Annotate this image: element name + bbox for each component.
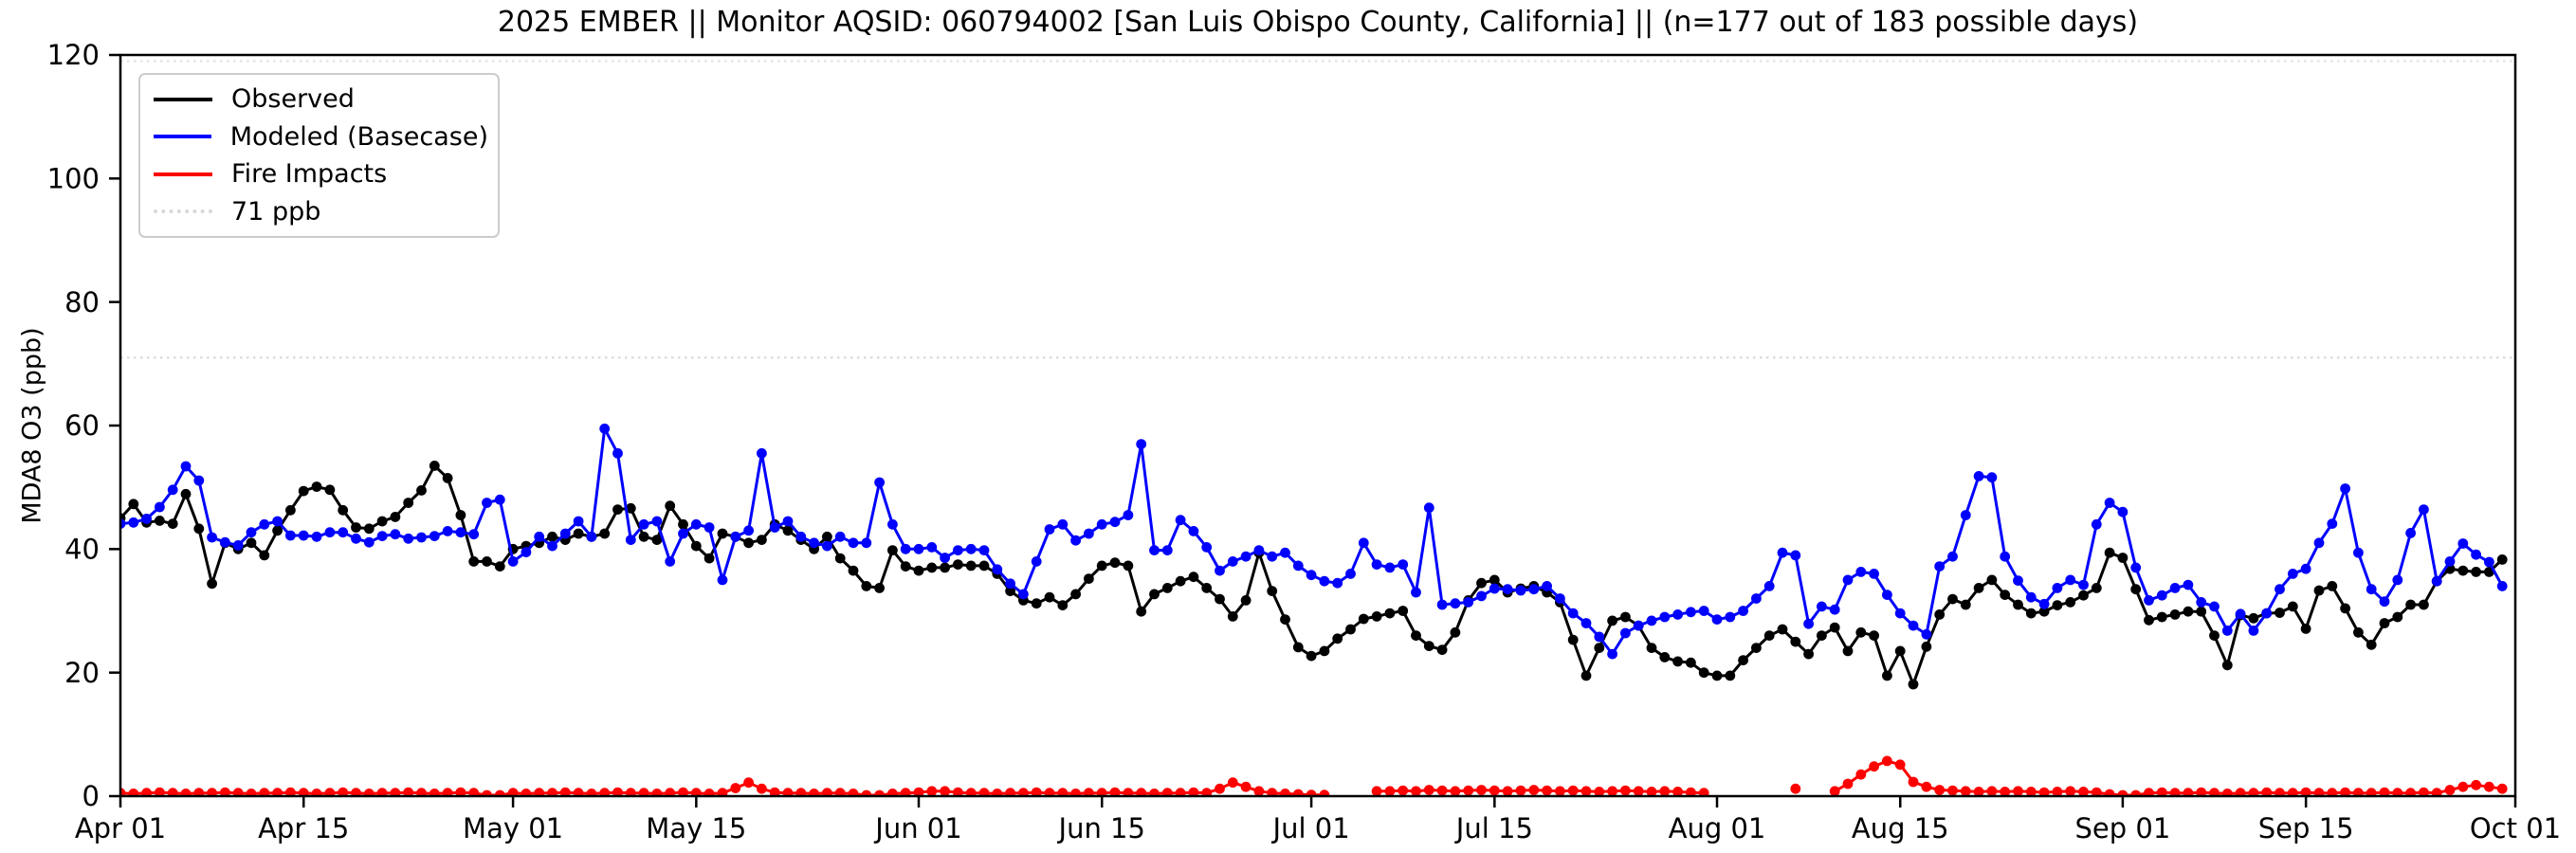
- x-tick-label: Jun 01: [873, 812, 961, 844]
- x-tick-label: Aug 01: [1669, 812, 1766, 844]
- legend-label: Observed: [231, 84, 355, 115]
- legend-label: Fire Impacts: [231, 159, 388, 190]
- legend-label: Modeled (Basecase): [229, 121, 488, 152]
- chart-title: 2025 EMBER || Monitor AQSID: 060794002 […: [497, 6, 2139, 39]
- y-tick-label: 0: [82, 780, 100, 812]
- x-tick-label: May 15: [646, 812, 746, 844]
- y-tick-label: 20: [64, 657, 100, 689]
- reference-lines: [120, 60, 2515, 359]
- y-tick-label: 100: [47, 162, 100, 194]
- series-layer: [120, 423, 2508, 796]
- y-tick-label: 80: [64, 286, 100, 318]
- x-tick-label: Jul 01: [1271, 812, 1350, 844]
- observed-line-sample-icon: [154, 97, 212, 101]
- modeled-line-sample-icon: [154, 135, 211, 139]
- y-tick-label: 120: [47, 39, 100, 71]
- fire-impacts-line-sample-icon: [154, 172, 212, 176]
- x-axis: Apr 01 Apr 15 May 01 May 15 Jun 01 Jun 15 Jul …: [75, 796, 2561, 844]
- x-tick-label: Jun 15: [1057, 812, 1145, 844]
- x-tick-label: Oct 01: [2470, 812, 2561, 844]
- x-tick-label: Apr 15: [258, 812, 349, 844]
- series-modeled-basecase-: [120, 423, 2508, 660]
- x-tick-label: Aug 15: [1852, 812, 1949, 844]
- x-tick-label: Sep 15: [2258, 812, 2354, 844]
- x-tick-label: Jul 15: [1454, 812, 1533, 844]
- legend-item-modeled: Modeled (Basecase): [154, 124, 488, 150]
- x-tick-label: May 01: [463, 812, 563, 844]
- y-tick-label: 40: [64, 533, 100, 565]
- legend-item-71ppb: 71 ppb: [154, 199, 488, 225]
- y-axis: 0 20 40 60 80 100 120: [47, 39, 120, 812]
- legend: Observed Modeled (Basecase) Fire Impacts…: [138, 73, 500, 238]
- series-fire-impacts: [120, 755, 2508, 796]
- y-tick-label: 60: [64, 409, 100, 442]
- legend-item-fire-impacts: Fire Impacts: [154, 161, 488, 187]
- legend-item-observed: Observed: [154, 86, 488, 112]
- x-tick-label: Sep 01: [2075, 812, 2171, 844]
- threshold-line-sample-icon: [154, 209, 212, 214]
- x-tick-label: Apr 01: [75, 812, 166, 844]
- legend-label: 71 ppb: [231, 196, 321, 227]
